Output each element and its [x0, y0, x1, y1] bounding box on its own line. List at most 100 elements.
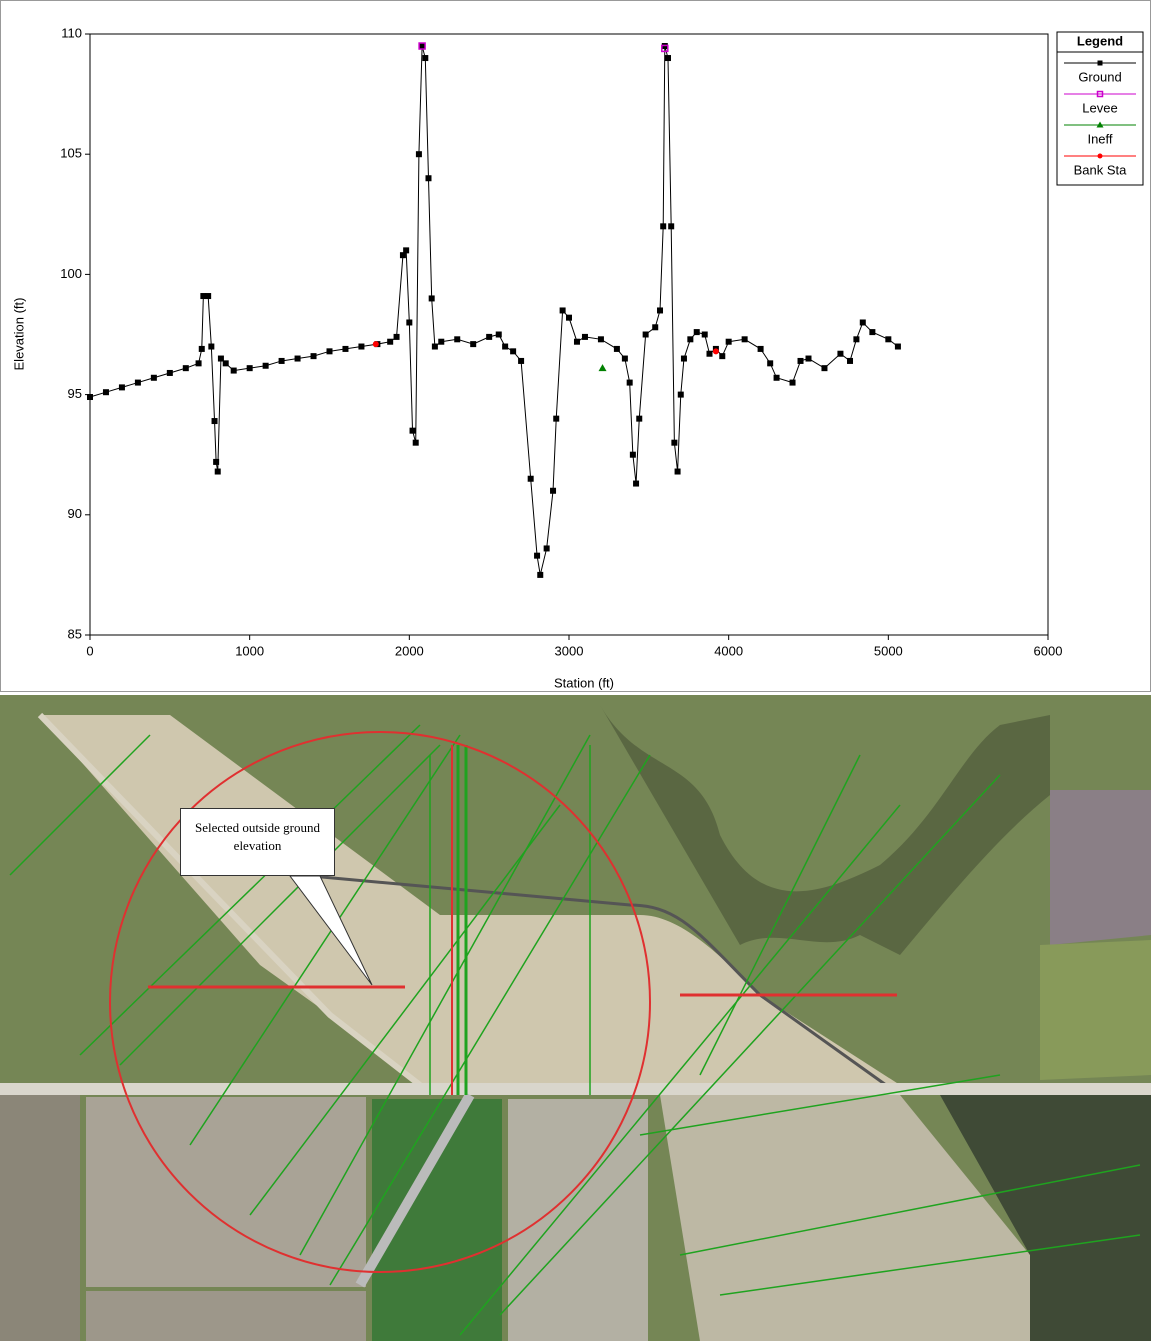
marker	[262, 362, 269, 369]
y-tick-label: 95	[68, 386, 82, 401]
aerial-map	[0, 695, 1151, 1341]
marker	[214, 468, 221, 475]
marker	[661, 44, 669, 53]
marker	[428, 295, 435, 302]
marker	[869, 329, 876, 336]
marker	[633, 480, 640, 487]
y-tick-label: 110	[61, 25, 82, 40]
levee-road	[37, 712, 422, 1088]
marker	[613, 345, 620, 352]
marker	[470, 341, 477, 348]
marker	[409, 427, 416, 434]
y-axis-label: Elevation (ft)	[11, 298, 26, 371]
marker	[393, 333, 400, 340]
x-tick-label: 5000	[874, 643, 903, 658]
marker	[773, 374, 780, 381]
legend-label: Ineff	[1087, 131, 1112, 146]
marker	[853, 336, 860, 343]
marker	[725, 338, 732, 345]
marker	[166, 369, 173, 376]
legend-label: Ground	[1078, 69, 1121, 84]
legend-title: Legend	[1077, 33, 1123, 48]
marker	[1097, 60, 1103, 66]
bridge-sections	[456, 745, 468, 1095]
marker	[636, 415, 643, 422]
marker	[674, 468, 681, 475]
x-tick-label: 3000	[555, 643, 584, 658]
marker	[894, 343, 901, 350]
y-tick-label: 85	[68, 626, 82, 641]
marker	[719, 353, 726, 360]
marker	[372, 341, 379, 348]
marker	[419, 43, 426, 50]
legend-label: Levee	[1082, 100, 1117, 115]
marker	[527, 475, 534, 482]
marker	[425, 175, 432, 182]
marker	[205, 293, 212, 300]
marker	[118, 384, 125, 391]
marker	[412, 439, 419, 446]
marker	[246, 365, 253, 372]
x-tick-label: 1000	[235, 643, 264, 658]
field-green	[1040, 940, 1151, 1080]
field	[86, 1291, 366, 1341]
marker	[566, 314, 572, 321]
marker	[657, 307, 664, 314]
levee-area	[40, 715, 900, 1085]
x-tick-label: 6000	[1034, 643, 1063, 658]
y-tick-label: 105	[60, 146, 82, 161]
marker	[797, 357, 804, 364]
marker	[553, 415, 560, 422]
cross-sections	[9, 724, 1141, 1336]
marker	[626, 379, 633, 386]
y-tick-label: 100	[60, 266, 82, 281]
marker	[573, 338, 580, 345]
dark-marsh	[940, 1095, 1151, 1341]
road	[0, 1083, 1151, 1095]
marker	[680, 355, 687, 362]
marker	[537, 571, 544, 578]
marker	[550, 487, 557, 494]
marker	[805, 355, 812, 362]
marker	[208, 343, 215, 350]
marker	[495, 331, 502, 338]
marker	[403, 247, 410, 254]
marker	[668, 223, 675, 230]
marker	[859, 319, 866, 326]
marker	[502, 343, 509, 350]
marker	[597, 336, 604, 343]
marker	[294, 355, 301, 362]
marker	[195, 360, 202, 367]
marsh-bottom	[660, 1095, 1030, 1341]
marker	[198, 345, 205, 352]
marker	[418, 42, 426, 50]
marker	[387, 338, 394, 345]
legend-box	[1056, 31, 1144, 186]
marker	[211, 418, 218, 425]
marker	[422, 55, 429, 62]
marker	[399, 252, 406, 259]
marker	[701, 331, 708, 338]
field	[372, 1099, 502, 1341]
marker	[821, 365, 828, 372]
marker	[559, 307, 566, 314]
marker	[741, 336, 748, 343]
marker	[406, 319, 413, 326]
marker	[629, 451, 636, 458]
marker	[543, 545, 550, 552]
channels	[600, 705, 1050, 955]
marker	[518, 357, 525, 364]
marker	[581, 333, 588, 340]
x-tick-label: 4000	[714, 643, 743, 658]
selection-circle	[109, 731, 651, 1273]
marker	[664, 55, 671, 62]
marker	[438, 338, 445, 345]
marker	[342, 345, 349, 352]
marker	[534, 552, 541, 559]
marker	[486, 333, 493, 340]
marker	[706, 350, 713, 357]
marker	[757, 345, 764, 352]
marker	[87, 394, 93, 401]
marker	[677, 391, 684, 398]
